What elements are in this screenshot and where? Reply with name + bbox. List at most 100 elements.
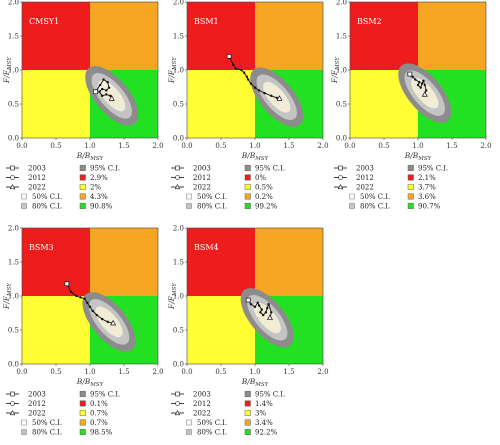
- start-year-marker: [226, 54, 232, 59]
- trajectory-point: [423, 83, 426, 87]
- x-tick-label: 1.5: [118, 142, 129, 150]
- trajectory-point: [257, 304, 261, 307]
- legend-label: 2003: [28, 165, 46, 173]
- legend-swatch: [79, 409, 86, 416]
- trajectory-point: [249, 82, 253, 85]
- legend-label: 2012: [356, 174, 374, 182]
- x-tick-label: 1.5: [283, 142, 294, 150]
- legend-swatch: [407, 202, 414, 209]
- x-tick-label: 0.0: [344, 142, 355, 150]
- y-axis-label: F/FMSY: [2, 282, 13, 310]
- y-tick-label: 1.0: [336, 67, 347, 75]
- x-axis-label-subscript: MSY: [89, 382, 104, 388]
- legend-ci80-swatch: [21, 203, 27, 209]
- end-year-marker: [421, 91, 428, 97]
- legend-value: 92.2%: [255, 429, 278, 437]
- x-axis-label: B/BMSY: [404, 151, 433, 162]
- legend-swatch: [244, 202, 251, 209]
- legend-swatch: [79, 400, 86, 407]
- panel-title: BSM3: [29, 243, 54, 252]
- trajectory-point: [101, 87, 104, 91]
- trajectory-point: [79, 296, 82, 299]
- y-tick-label: 2.0: [173, 0, 184, 7]
- legend-label: 80% C.I.: [32, 203, 62, 211]
- quadrant-overfishing: [255, 228, 323, 296]
- legend-ci50-swatch: [186, 193, 192, 200]
- trajectory-point: [424, 89, 428, 92]
- legend-label: 2022: [28, 184, 46, 192]
- quadrant-overfishing: [90, 228, 158, 296]
- legend-value: 3.6%: [418, 193, 436, 201]
- start-year-marker: [245, 297, 251, 303]
- y-tick-label: 0.5: [173, 101, 184, 109]
- legend-square-marker: [175, 391, 180, 397]
- trajectory-point: [257, 89, 261, 92]
- legend-swatch: [79, 202, 86, 209]
- ci50-ellipse: [253, 302, 281, 334]
- legend-value: 4.3%: [90, 193, 108, 201]
- end-year-marker: [276, 95, 283, 101]
- x-tick-label: 2.0: [152, 368, 163, 376]
- legend-label: 50% C.I.: [197, 193, 227, 201]
- trajectory-point: [261, 313, 265, 317]
- legend-label: 2003: [28, 391, 46, 399]
- y-tick-label: 1.0: [8, 67, 19, 75]
- legend-swatch: [79, 183, 86, 190]
- legend-square-marker: [338, 165, 343, 171]
- legend-label: 2012: [28, 400, 46, 408]
- kobe-panel-cmsy1: CMSY1 0.0 0.5 1.0 1.5 2.0 0.0 0.5 1.0 1.5 2.0 B/BMS…: [2, 0, 164, 211]
- x-tick-label: 0.0: [181, 368, 192, 376]
- legend-value: 98.5%: [90, 429, 113, 437]
- legend-value: 3.4%: [255, 419, 273, 427]
- x-tick-label: 2.0: [317, 368, 328, 376]
- legend-ci80-swatch: [349, 203, 355, 209]
- legend-label: 2022: [28, 410, 46, 418]
- trajectory-point: [267, 302, 270, 306]
- y-tick-label: 1.0: [8, 293, 19, 301]
- legend-label: 2003: [356, 165, 374, 173]
- legend-label: 2012: [193, 400, 211, 408]
- legend-value: 95% C.I.: [418, 165, 448, 173]
- panel-title: BSM4: [194, 243, 219, 252]
- trajectory-point: [420, 82, 424, 85]
- y-tick-label: 0.5: [336, 101, 347, 109]
- legend-triangle-marker: [9, 183, 16, 190]
- x-tick-label: 1.0: [412, 142, 423, 150]
- x-tick-label: 2.0: [152, 142, 163, 150]
- x-tick-label: 1.0: [84, 142, 95, 150]
- panel-title: BSM1: [194, 17, 219, 26]
- legend-value: 95% C.I.: [90, 391, 120, 399]
- x-tick-label: 0.5: [215, 368, 226, 376]
- x-axis-label: B/BMSY: [241, 377, 270, 388]
- x-tick-label: 0.0: [16, 368, 27, 376]
- legend-value: 90.8%: [90, 203, 113, 211]
- legend-ci50-swatch: [21, 419, 27, 426]
- legend-value: 99.2%: [255, 203, 278, 211]
- legend-label: 2003: [193, 165, 211, 173]
- legend-swatch: [244, 183, 251, 190]
- trajectory-point: [232, 63, 235, 66]
- trajectory-point: [259, 311, 262, 314]
- legend-ci80-swatch: [21, 429, 27, 435]
- legend-circle-marker: [175, 175, 180, 180]
- legend-value: 3%: [255, 410, 266, 418]
- trajectory-point: [75, 294, 78, 298]
- trajectory-point: [105, 93, 108, 96]
- y-tick-label: 1.5: [173, 259, 184, 267]
- legend-label: 2012: [193, 174, 211, 182]
- legend-swatch: [79, 174, 86, 181]
- x-tick-label: 2.0: [480, 142, 491, 150]
- x-tick-label: 1.5: [283, 368, 294, 376]
- panel-title: BSM2: [357, 17, 382, 26]
- legend-swatch: [244, 193, 251, 200]
- legend-triangle-marker: [174, 183, 181, 190]
- trajectory-point: [98, 90, 101, 93]
- legend-value: 95% C.I.: [255, 165, 285, 173]
- y-axis-label-subscript: MSY: [172, 282, 178, 297]
- x-tick-label: 2.0: [317, 142, 328, 150]
- legend-swatch: [407, 183, 414, 190]
